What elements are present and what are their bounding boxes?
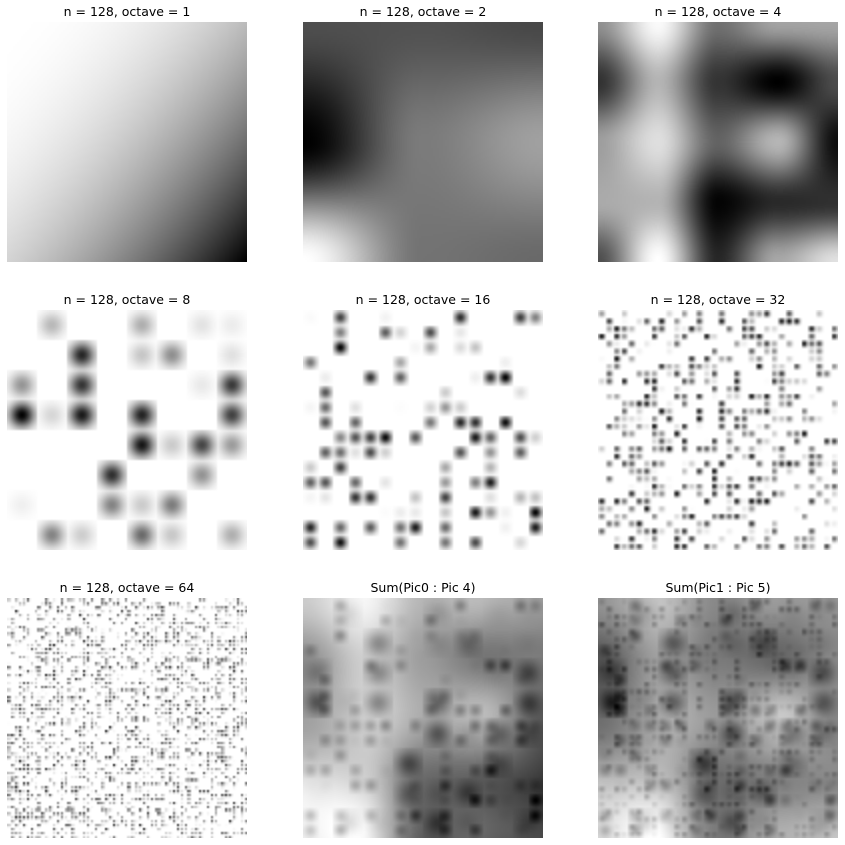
noise-image-sum-0-4 (303, 598, 543, 838)
panel-title-octave-64: n = 128, octave = 64 (59, 580, 195, 595)
noise-image-sum-1-5 (598, 598, 838, 838)
panel-title-octave-8: n = 128, octave = 8 (63, 292, 191, 307)
panel-title-octave-2: n = 128, octave = 2 (359, 4, 487, 19)
noise-image-octave-32 (598, 310, 838, 550)
noise-image-octave-16 (303, 310, 543, 550)
panel-title-octave-4: n = 128, octave = 4 (654, 4, 782, 19)
panel-title-sum-1-5: Sum(Pic1 : Pic 5) (665, 580, 771, 595)
panel-title-octave-16: n = 128, octave = 16 (355, 292, 491, 307)
panel-title-sum-0-4: Sum(Pic0 : Pic 4) (370, 580, 476, 595)
noise-image-octave-2 (303, 22, 543, 262)
panel-title-octave-32: n = 128, octave = 32 (650, 292, 786, 307)
noise-image-octave-4 (598, 22, 838, 262)
panel-title-octave-1: n = 128, octave = 1 (63, 4, 191, 19)
noise-image-octave-64 (7, 598, 247, 838)
noise-image-octave-8 (7, 310, 247, 550)
noise-image-octave-1 (7, 22, 247, 262)
